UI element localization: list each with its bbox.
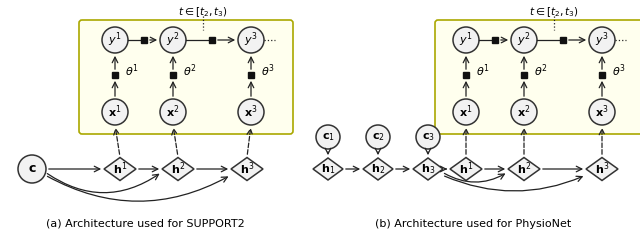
Bar: [141, 37, 147, 43]
Circle shape: [160, 99, 186, 125]
Bar: [170, 72, 176, 78]
Text: $\mathbf{c}$: $\mathbf{c}$: [28, 163, 36, 176]
Text: $\mathbf{h}^{1}$: $\mathbf{h}^{1}$: [459, 161, 473, 177]
Polygon shape: [586, 158, 618, 181]
Text: $\theta^2$: $\theta^2$: [534, 63, 548, 79]
Bar: [521, 72, 527, 78]
Bar: [248, 72, 253, 78]
Text: $\mathbf{x}^{2}$: $\mathbf{x}^{2}$: [517, 104, 531, 120]
FancyBboxPatch shape: [435, 20, 640, 134]
Text: (b) Architecture used for PhysioNet: (b) Architecture used for PhysioNet: [375, 219, 571, 229]
Text: $\mathbf{x}^{3}$: $\mathbf{x}^{3}$: [595, 104, 609, 120]
Bar: [560, 37, 566, 43]
Circle shape: [160, 27, 186, 53]
Text: $\theta^1$: $\theta^1$: [476, 63, 490, 79]
Circle shape: [453, 27, 479, 53]
Polygon shape: [450, 158, 482, 181]
Text: $\theta^3$: $\theta^3$: [612, 63, 626, 79]
Circle shape: [589, 27, 615, 53]
Text: $\theta^2$: $\theta^2$: [183, 63, 196, 79]
Circle shape: [316, 125, 340, 149]
Circle shape: [511, 27, 537, 53]
Text: $\mathbf{h}^{3}$: $\mathbf{h}^{3}$: [595, 161, 609, 177]
FancyBboxPatch shape: [79, 20, 293, 134]
Text: $\mathbf{c}_{3}$: $\mathbf{c}_{3}$: [422, 131, 435, 143]
Circle shape: [366, 125, 390, 149]
Polygon shape: [313, 158, 343, 180]
Circle shape: [238, 27, 264, 53]
Text: $\mathbf{h}^{2}$: $\mathbf{h}^{2}$: [517, 161, 531, 177]
Text: $t \in [t_2, t_3)$: $t \in [t_2, t_3)$: [178, 5, 228, 19]
Polygon shape: [231, 158, 263, 181]
Text: $\mathbf{h}^{1}$: $\mathbf{h}^{1}$: [113, 161, 127, 177]
Text: $y^{2}$: $y^{2}$: [517, 31, 531, 49]
Polygon shape: [508, 158, 540, 181]
Circle shape: [102, 27, 128, 53]
Circle shape: [589, 99, 615, 125]
Circle shape: [18, 155, 46, 183]
Text: (a) Architecture used for SUPPORT2: (a) Architecture used for SUPPORT2: [45, 219, 244, 229]
Circle shape: [416, 125, 440, 149]
Text: $t \in [t_2, t_3)$: $t \in [t_2, t_3)$: [529, 5, 579, 19]
Text: $y^{1}$: $y^{1}$: [460, 31, 473, 49]
Text: $\mathbf{h}^{2}$: $\mathbf{h}^{2}$: [171, 161, 185, 177]
Text: $\mathbf{x}^{1}$: $\mathbf{x}^{1}$: [108, 104, 122, 120]
Text: $y^{3}$: $y^{3}$: [244, 31, 258, 49]
Polygon shape: [104, 158, 136, 181]
Text: $\mathbf{h}_{1}$: $\mathbf{h}_{1}$: [321, 162, 335, 176]
Bar: [492, 37, 498, 43]
Text: $\theta^1$: $\theta^1$: [125, 63, 139, 79]
Text: $\theta^3$: $\theta^3$: [261, 63, 275, 79]
Circle shape: [453, 99, 479, 125]
Text: $y^{1}$: $y^{1}$: [108, 31, 122, 49]
Text: $\mathbf{x}^{2}$: $\mathbf{x}^{2}$: [166, 104, 180, 120]
Text: $\mathbf{x}^{3}$: $\mathbf{x}^{3}$: [244, 104, 258, 120]
Text: $\mathbf{h}^{3}$: $\mathbf{h}^{3}$: [240, 161, 254, 177]
Bar: [112, 72, 118, 78]
Text: $y^{3}$: $y^{3}$: [595, 31, 609, 49]
Text: $\mathbf{h}_{3}$: $\mathbf{h}_{3}$: [421, 162, 435, 176]
Text: $y^{2}$: $y^{2}$: [166, 31, 180, 49]
Circle shape: [511, 99, 537, 125]
Text: $\mathbf{x}^{1}$: $\mathbf{x}^{1}$: [460, 104, 473, 120]
Text: $\mathbf{c}_{1}$: $\mathbf{c}_{1}$: [321, 131, 335, 143]
Bar: [463, 72, 468, 78]
Circle shape: [102, 99, 128, 125]
Text: $\mathbf{c}_{2}$: $\mathbf{c}_{2}$: [372, 131, 385, 143]
Bar: [209, 37, 215, 43]
Text: $\mathbf{h}_{2}$: $\mathbf{h}_{2}$: [371, 162, 385, 176]
Polygon shape: [413, 158, 443, 180]
Circle shape: [238, 99, 264, 125]
Polygon shape: [162, 158, 194, 181]
Polygon shape: [363, 158, 393, 180]
Bar: [599, 72, 605, 78]
